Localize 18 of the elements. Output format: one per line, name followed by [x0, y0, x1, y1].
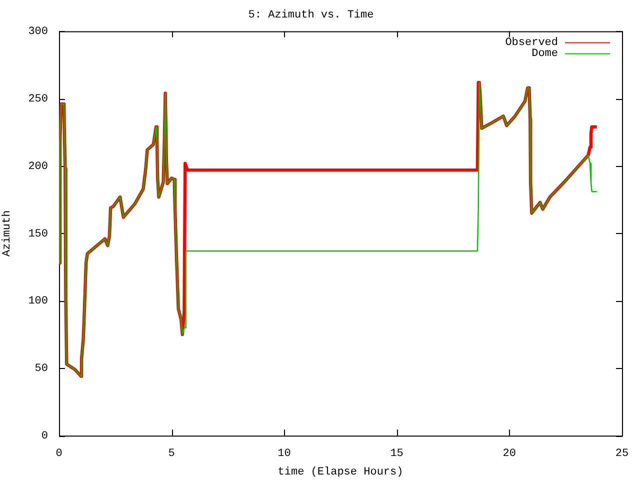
y-tick-label: 200 [28, 160, 48, 173]
y-tick-label: 0 [41, 430, 48, 443]
y-tick-label: 100 [28, 296, 48, 308]
y-tick-label: 50 [34, 363, 48, 376]
legend-label: Observed [505, 37, 558, 50]
legend-label: Dome [532, 48, 558, 60]
chart-title: 5: Azimuth vs. Time [248, 10, 374, 22]
x-tick-label: 20 [502, 448, 516, 460]
y-tick-label: 150 [28, 228, 48, 240]
y-tick-label: 300 [28, 26, 48, 38]
x-tick-label: 15 [390, 448, 404, 460]
x-axis-title: time (Elapse Hours) [278, 466, 404, 478]
x-tick-label: 5 [168, 448, 175, 460]
x-tick-label: 25 [615, 448, 629, 460]
y-tick-label: 250 [28, 94, 48, 106]
x-tick-label: 10 [278, 448, 291, 460]
x-tick-label: 0 [56, 448, 62, 460]
y-axis-title: Azimuth [2, 210, 14, 257]
